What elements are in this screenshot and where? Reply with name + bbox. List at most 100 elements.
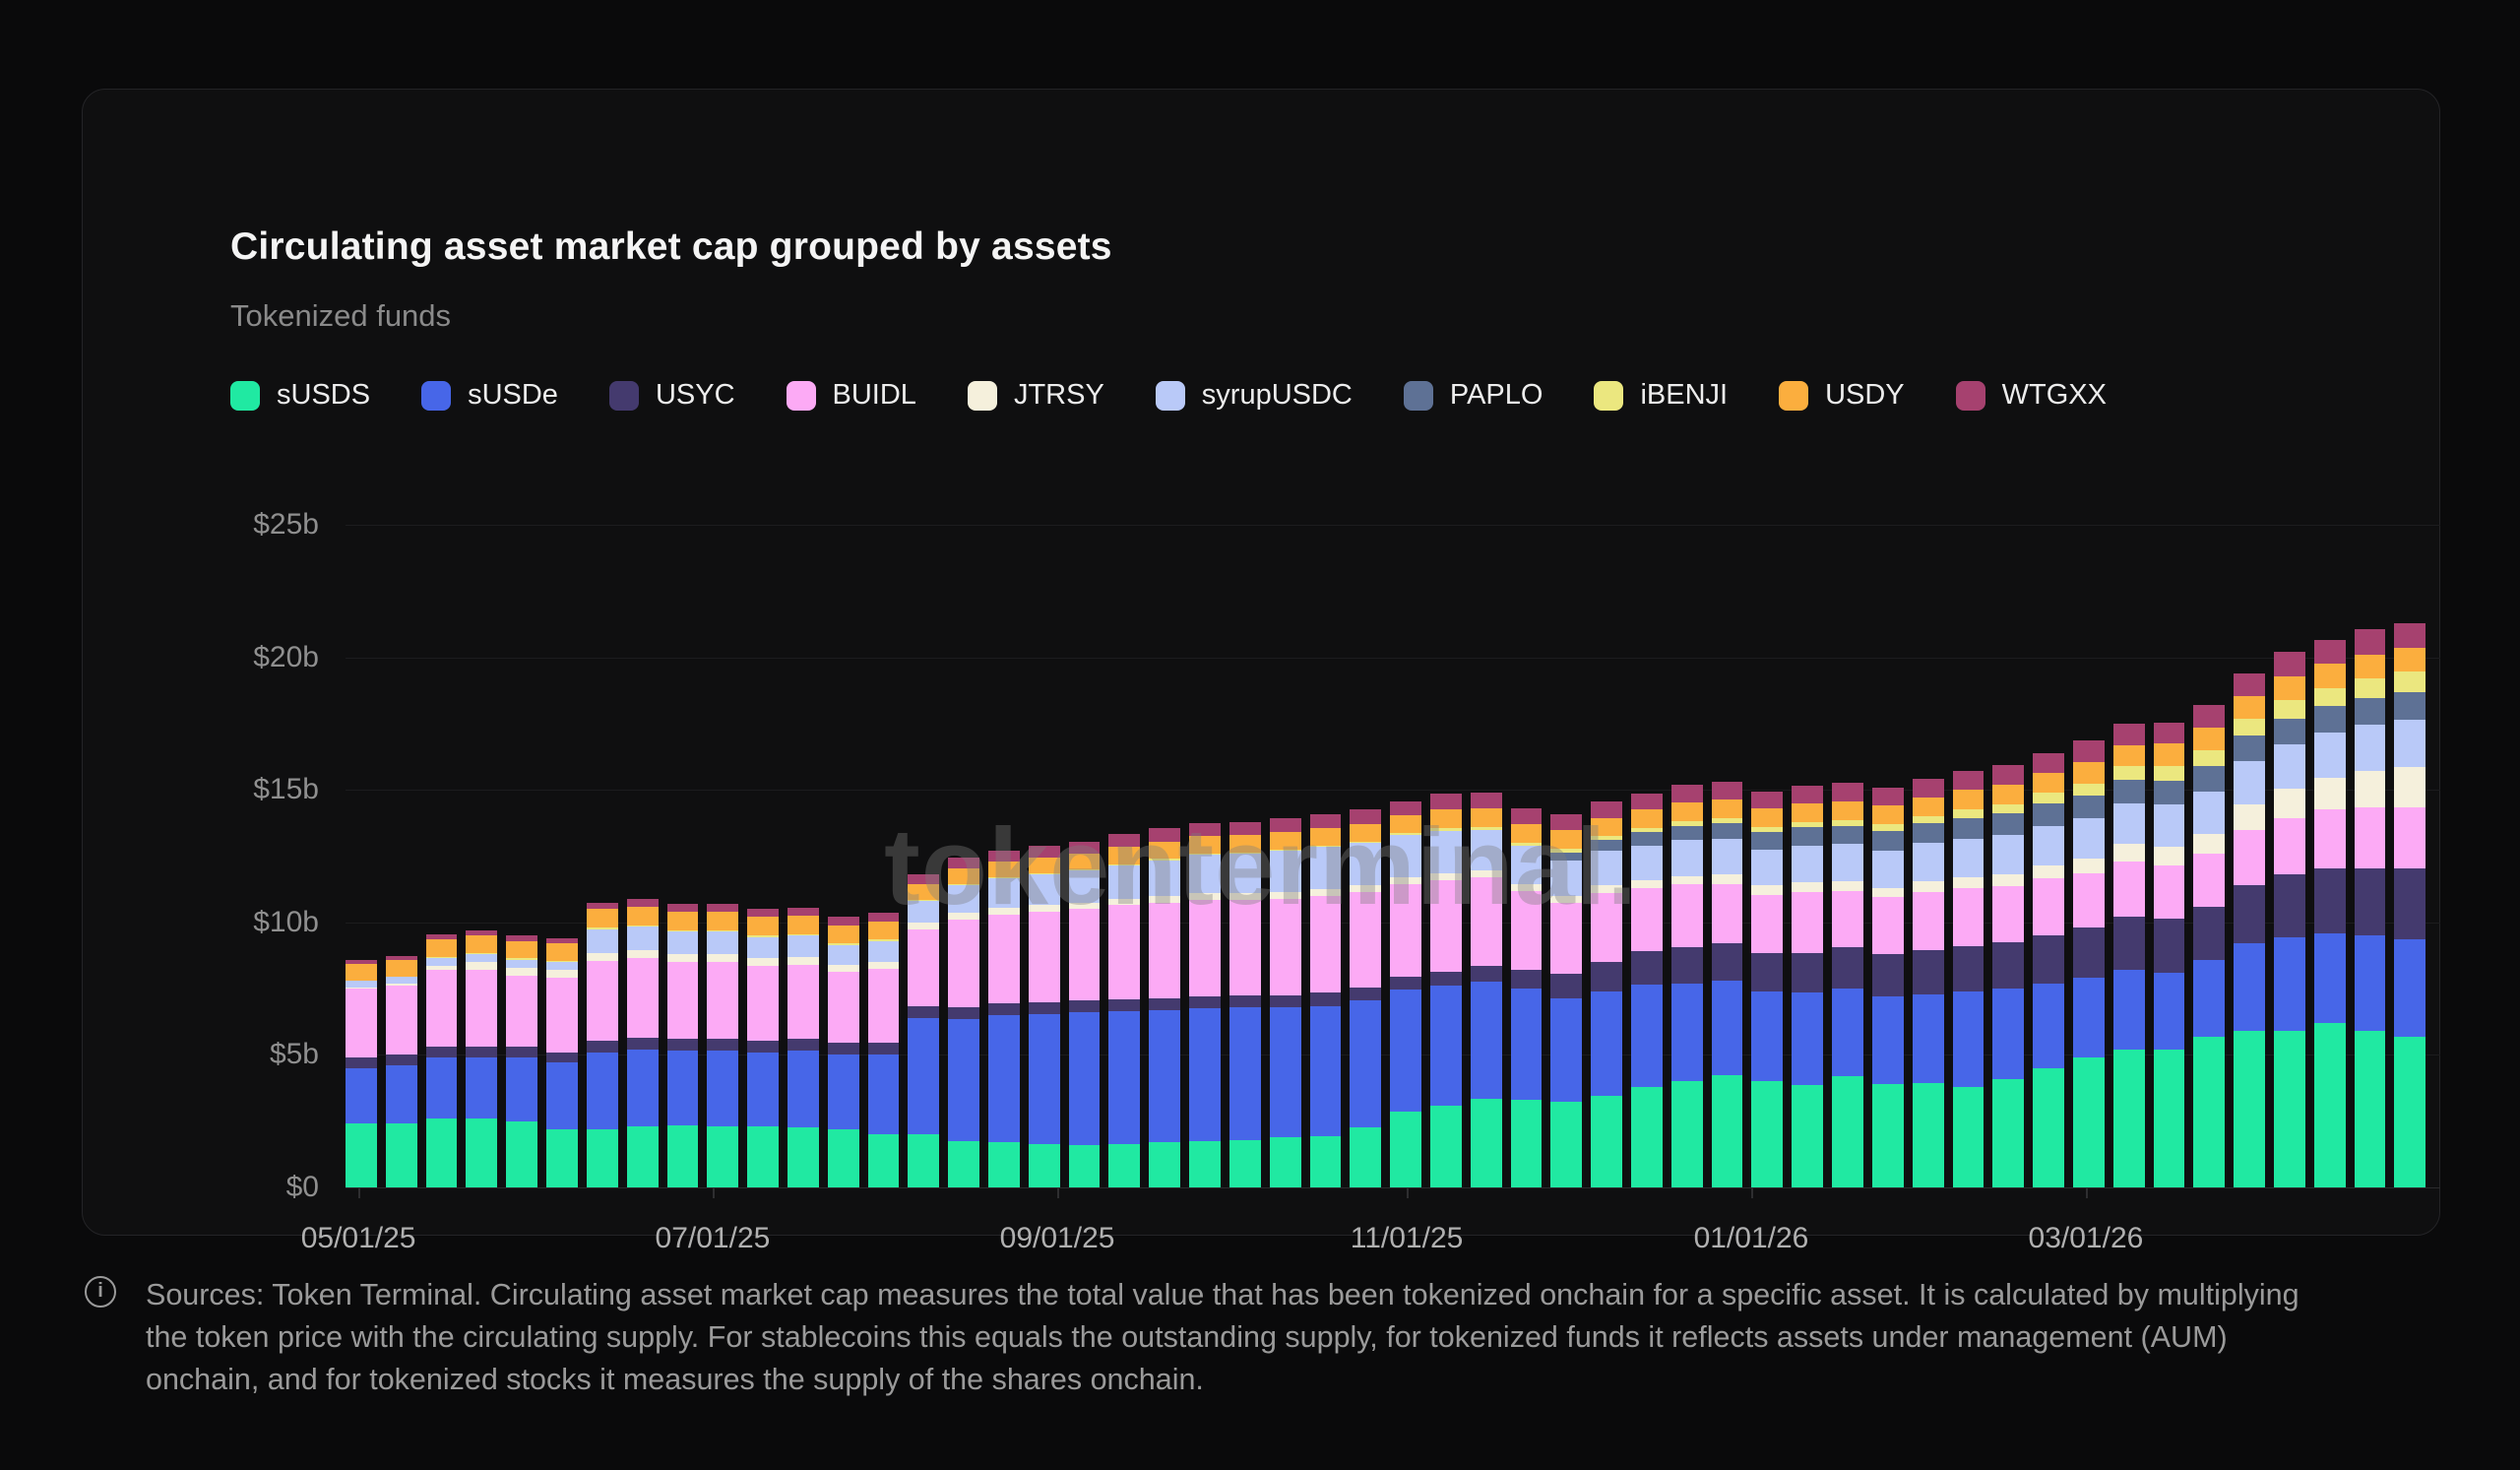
bar-segment-WTGXX [1350, 809, 1382, 825]
legend-swatch-icon [1403, 380, 1433, 411]
bar-segment-USDY [586, 909, 618, 928]
bar-stack[interactable] [948, 857, 979, 1187]
bar-stack[interactable] [867, 913, 900, 1187]
bar-stack[interactable] [1068, 841, 1101, 1187]
bar-stack[interactable] [1429, 794, 1462, 1187]
bar-segment-USYC [1350, 987, 1382, 1001]
bar-stack[interactable] [1108, 833, 1141, 1187]
bar-segment-sUSDe [1871, 996, 1904, 1085]
bar-stack[interactable] [666, 904, 699, 1187]
bar-stack[interactable] [2112, 723, 2145, 1187]
legend-item-iBENJI[interactable]: iBENJI [1594, 379, 1728, 412]
bar-stack[interactable] [1631, 794, 1663, 1187]
legend-item-sUSDS[interactable]: sUSDS [230, 379, 370, 412]
bar-segment-USDY [827, 925, 859, 944]
bar-segment-USDY [1350, 824, 1382, 842]
bar-segment-sUSDe [666, 1051, 699, 1125]
bar-stack[interactable] [1711, 782, 1743, 1187]
bar-stack[interactable] [2033, 752, 2064, 1187]
bar-stack[interactable] [707, 904, 739, 1187]
bar-stack[interactable] [466, 929, 498, 1187]
bar-segment-iBENJI [586, 927, 618, 929]
bar-segment-BUIDL [2033, 878, 2064, 936]
legend-item-USDY[interactable]: USDY [1779, 379, 1905, 412]
bar-stack[interactable] [747, 909, 779, 1187]
bar-stack[interactable] [1470, 792, 1502, 1187]
bar-segment-sUSDe [2274, 936, 2305, 1032]
bar-stack[interactable] [2234, 672, 2265, 1187]
bar-stack[interactable] [425, 933, 458, 1187]
x-axis-tick [2085, 1188, 2088, 1198]
bar-stack[interactable] [2354, 629, 2386, 1187]
bar-stack[interactable] [1992, 764, 2025, 1187]
bar-segment-syrupUSDC [2193, 791, 2226, 834]
bar-stack[interactable] [1670, 785, 1703, 1187]
bar-segment-USYC [1591, 962, 1622, 991]
bar-stack[interactable] [2072, 740, 2105, 1187]
legend-item-JTRSY[interactable]: JTRSY [967, 379, 1104, 412]
bar-stack[interactable] [787, 908, 819, 1187]
bar-stack[interactable] [1591, 801, 1622, 1187]
bar-segment-JTRSY [1309, 889, 1342, 896]
bar-stack[interactable] [2274, 652, 2305, 1187]
bar-segment-USDY [2072, 762, 2105, 784]
bar-stack[interactable] [1228, 821, 1261, 1187]
bar-stack[interactable] [988, 851, 1020, 1187]
bar-segment-JTRSY [1591, 885, 1622, 894]
bar-segment-JTRSY [948, 913, 979, 921]
bar-stack[interactable] [1028, 845, 1060, 1187]
legend-item-WTGXX[interactable]: WTGXX [1955, 379, 2107, 412]
bar-segment-BUIDL [1871, 897, 1904, 955]
bar-stack[interactable] [1751, 791, 1784, 1187]
bar-segment-USYC [2033, 935, 2064, 984]
bar-stack[interactable] [1269, 817, 1301, 1187]
bar-stack[interactable] [506, 935, 538, 1187]
bar-segment-iBENJI [2394, 671, 2426, 692]
bar-stack[interactable] [827, 917, 859, 1187]
bar-stack[interactable] [2313, 640, 2346, 1187]
bar-segment-JTRSY [1429, 873, 1462, 880]
info-icon[interactable]: i [85, 1276, 116, 1308]
bar-segment-USYC [666, 1039, 699, 1052]
bar-segment-USYC [586, 1040, 618, 1053]
legend-item-sUSDe[interactable]: sUSDe [421, 379, 558, 412]
bar-segment-PAPLO [1550, 852, 1583, 861]
x-axis-label-09/01/25: 09/01/25 [999, 1222, 1115, 1254]
x-axis-tick [712, 1188, 715, 1198]
bar-stack[interactable] [1189, 822, 1221, 1187]
bar-stack[interactable] [1309, 813, 1342, 1187]
bar-stack[interactable] [385, 955, 417, 1187]
legend-item-PAPLO[interactable]: PAPLO [1403, 379, 1543, 412]
bar-stack[interactable] [346, 959, 377, 1187]
legend-item-USYC[interactable]: USYC [608, 379, 735, 412]
bar-stack[interactable] [1871, 787, 1904, 1187]
bar-segment-iBENJI [2193, 749, 2226, 767]
bar-stack[interactable] [1792, 786, 1824, 1187]
legend-item-syrupUSDC[interactable]: syrupUSDC [1155, 379, 1353, 412]
bar-segment-USYC [2193, 906, 2226, 960]
bar-stack[interactable] [546, 938, 578, 1187]
bar-segment-USYC [908, 1005, 940, 1018]
bar-segment-iBENJI [2033, 792, 2064, 803]
bar-stack[interactable] [1149, 828, 1181, 1187]
bar-segment-PAPLO [2193, 766, 2226, 792]
bar-stack[interactable] [586, 902, 618, 1187]
bar-stack[interactable] [626, 898, 659, 1187]
bar-segment-WTGXX [1550, 814, 1583, 831]
bar-stack[interactable] [1832, 782, 1863, 1187]
bar-stack[interactable] [1350, 809, 1382, 1187]
bar-stack[interactable] [2394, 622, 2426, 1187]
bar-stack[interactable] [1510, 808, 1543, 1187]
bar-stack[interactable] [1952, 771, 1984, 1187]
legend-item-BUIDL[interactable]: BUIDL [786, 379, 916, 412]
bar-stack[interactable] [908, 874, 940, 1187]
bar-segment-USDY [1591, 817, 1622, 837]
bar-segment-BUIDL [346, 989, 377, 1058]
bar-stack[interactable] [1390, 800, 1421, 1187]
bar-stack[interactable] [2153, 722, 2185, 1187]
bar-stack[interactable] [1550, 814, 1583, 1187]
bar-segment-USYC [2274, 874, 2305, 937]
bar-stack[interactable] [1912, 779, 1944, 1187]
legend-swatch-icon [786, 380, 816, 411]
bar-stack[interactable] [2193, 705, 2226, 1187]
